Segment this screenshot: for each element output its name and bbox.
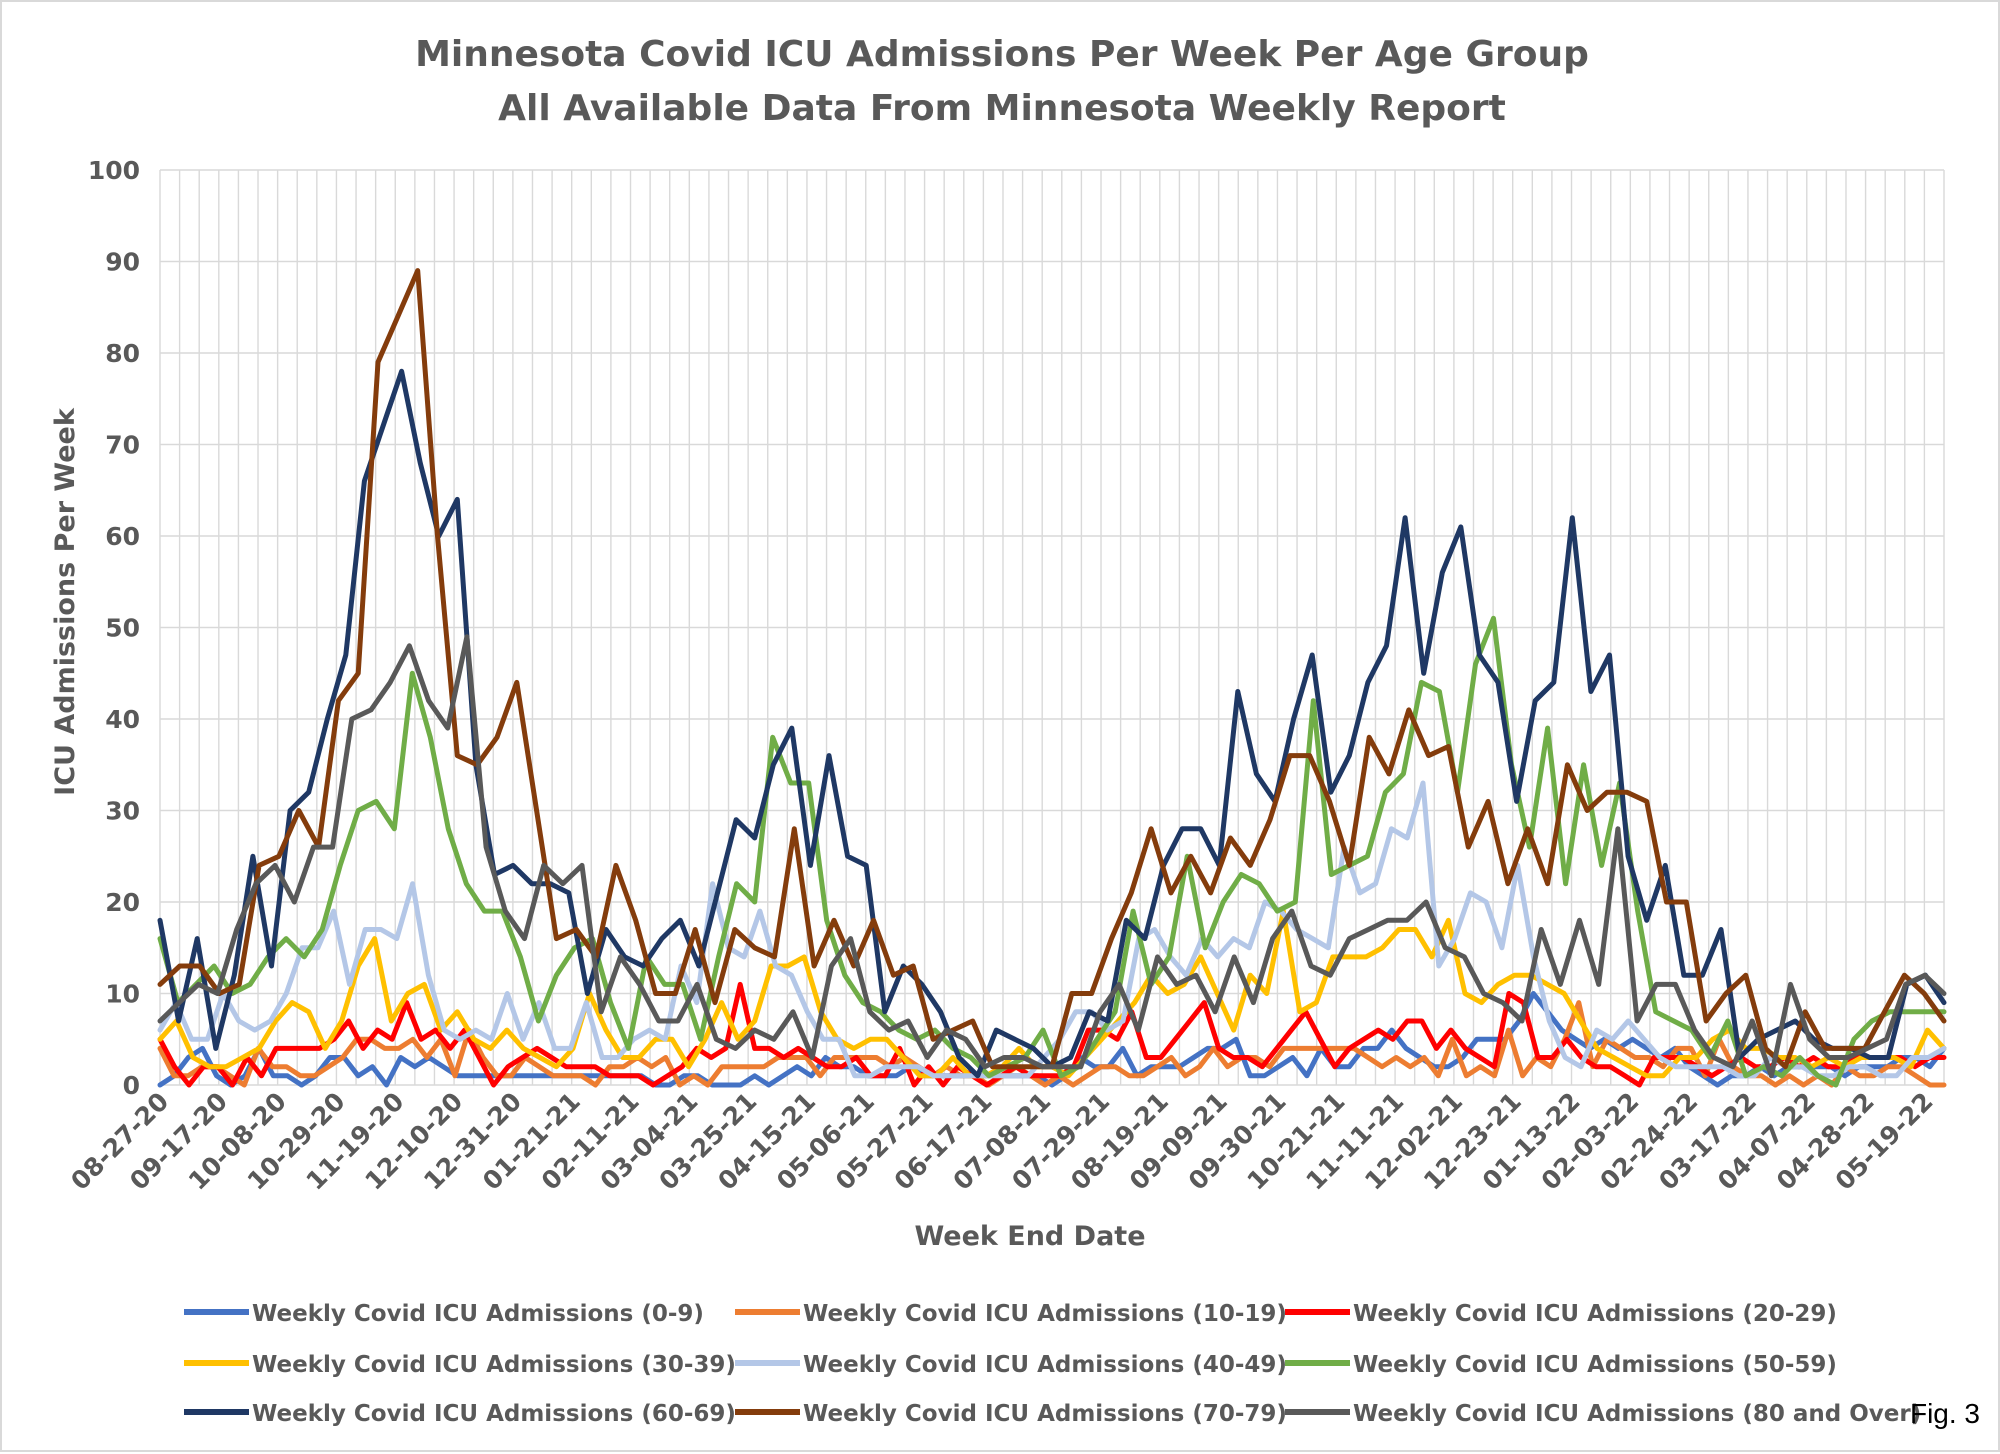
legend-item: Weekly Covid ICU Admissions (40-49) [735,1352,1287,1378]
series-line [157,991,1947,1088]
y-tick-label: 70 [105,431,140,460]
series-line [157,1000,1947,1088]
legend-item: Weekly Covid ICU Admissions (50-59) [1285,1352,1837,1378]
legend: Weekly Covid ICU Admissions (0-9) Weekly … [184,1301,1921,1427]
figure-label: Fig. 3 [1909,1398,1980,1429]
legend-item: Weekly Covid ICU Admissions (30-39) [184,1352,736,1378]
series-line [157,634,1947,1079]
legend-label: Weekly Covid ICU Admissions (0-9) [252,1301,704,1327]
y-axis-ticks: 0 10 20 30 40 50 60 70 80 90 100 [88,156,140,1100]
y-tick-label: 40 [105,705,140,734]
y-tick-label: 100 [88,156,140,185]
y-tick-label: 30 [105,797,140,826]
y-tick-label: 80 [105,339,140,368]
y-tick-label: 10 [105,980,140,1009]
x-axis-label: Week End Date [914,1221,1145,1252]
series-line [157,268,1947,1070]
y-tick-label: 0 [123,1071,140,1100]
chart-subtitle: All Available Data From Minnesota Weekly… [498,88,1506,129]
legend-label: Weekly Covid ICU Admissions (10-19) [803,1301,1287,1327]
legend-item: Weekly Covid ICU Admissions (80 and Over… [1285,1401,1921,1427]
legend-item: Weekly Covid ICU Admissions (20-29) [1285,1301,1837,1327]
series-lines [157,268,1947,1088]
legend-item: Weekly Covid ICU Admissions (0-9) [184,1301,704,1327]
y-tick-label: 60 [105,522,140,551]
legend-label: Weekly Covid ICU Admissions (30-39) [252,1352,736,1378]
legend-label: Weekly Covid ICU Admissions (50-59) [1353,1352,1837,1378]
legend-label: Weekly Covid ICU Admissions (70-79) [803,1401,1287,1427]
x-axis-ticks: 08-27-2009-17-2010-08-2010-29-2011-19-20… [65,1087,1938,1196]
y-tick-label: 90 [105,248,140,277]
legend-label: Weekly Covid ICU Admissions (20-29) [1353,1301,1837,1327]
y-axis-label: ICU Admissions Per Week [50,407,81,796]
legend-label: Weekly Covid ICU Admissions (40-49) [803,1352,1287,1378]
legend-label: Weekly Covid ICU Admissions (60-69) [252,1401,736,1427]
legend-item: Weekly Covid ICU Admissions (60-69) [184,1401,736,1427]
y-tick-label: 20 [105,888,140,917]
series-line [157,615,1947,1088]
chart-title: Minnesota Covid ICU Admissions Per Week … [415,34,1589,75]
y-tick-label: 50 [105,614,140,643]
legend-item: Weekly Covid ICU Admissions (10-19) [735,1301,1287,1327]
legend-label: Weekly Covid ICU Admissions (80 and Over… [1353,1401,1921,1427]
grid-lines [159,169,1945,1086]
legend-item: Weekly Covid ICU Admissions (70-79) [735,1401,1287,1427]
